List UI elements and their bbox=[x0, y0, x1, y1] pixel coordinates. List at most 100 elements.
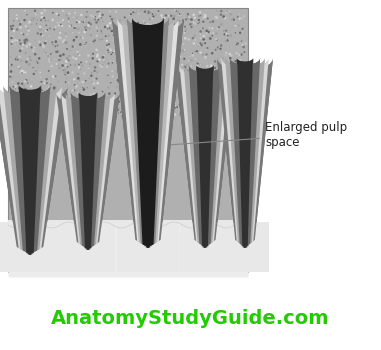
Point bbox=[142, 48, 149, 53]
Point bbox=[14, 105, 20, 110]
Point bbox=[113, 77, 119, 83]
Point bbox=[74, 98, 80, 104]
Point bbox=[19, 88, 25, 93]
Point bbox=[133, 39, 139, 44]
Point bbox=[42, 8, 48, 13]
Point bbox=[137, 73, 143, 79]
Point bbox=[24, 37, 30, 43]
Point bbox=[150, 97, 156, 102]
Point bbox=[232, 64, 239, 70]
Point bbox=[90, 56, 96, 61]
Point bbox=[11, 111, 17, 117]
Point bbox=[42, 40, 48, 46]
Point bbox=[43, 38, 49, 44]
Point bbox=[73, 83, 79, 89]
Point bbox=[188, 57, 194, 63]
Point bbox=[157, 43, 163, 48]
Point bbox=[192, 33, 198, 38]
Point bbox=[97, 71, 103, 77]
Point bbox=[131, 21, 137, 26]
Point bbox=[109, 28, 115, 34]
Point bbox=[228, 17, 234, 22]
Point bbox=[178, 111, 184, 116]
Point bbox=[200, 11, 206, 16]
Point bbox=[142, 48, 148, 53]
Polygon shape bbox=[127, 18, 169, 248]
Point bbox=[171, 22, 177, 28]
Point bbox=[208, 63, 214, 69]
Point bbox=[71, 37, 77, 43]
Point bbox=[23, 36, 29, 42]
Point bbox=[131, 56, 137, 62]
Point bbox=[207, 114, 213, 120]
Point bbox=[204, 71, 210, 77]
Point bbox=[108, 47, 114, 53]
Point bbox=[140, 92, 146, 98]
Point bbox=[114, 104, 120, 109]
Polygon shape bbox=[175, 65, 235, 248]
Point bbox=[115, 49, 121, 55]
Point bbox=[118, 109, 124, 115]
Point bbox=[36, 56, 42, 61]
Point bbox=[229, 81, 235, 86]
Point bbox=[97, 15, 103, 21]
Point bbox=[189, 24, 195, 30]
Point bbox=[70, 55, 77, 61]
Point bbox=[234, 113, 240, 118]
Polygon shape bbox=[122, 18, 174, 248]
Point bbox=[63, 40, 69, 46]
Point bbox=[104, 107, 110, 113]
Point bbox=[8, 35, 14, 40]
Point bbox=[242, 103, 248, 109]
Point bbox=[47, 26, 53, 31]
Point bbox=[36, 25, 42, 31]
Point bbox=[139, 90, 145, 96]
Point bbox=[22, 79, 28, 84]
Point bbox=[126, 85, 132, 91]
Point bbox=[14, 54, 20, 60]
Point bbox=[40, 42, 46, 48]
Point bbox=[80, 79, 86, 85]
Point bbox=[205, 72, 211, 78]
Point bbox=[79, 34, 85, 40]
Point bbox=[220, 56, 226, 61]
Point bbox=[126, 106, 133, 112]
Polygon shape bbox=[10, 85, 51, 255]
Point bbox=[194, 96, 200, 101]
Point bbox=[82, 25, 88, 30]
Point bbox=[213, 14, 219, 20]
Point bbox=[106, 101, 112, 107]
Point bbox=[60, 51, 66, 57]
Point bbox=[216, 45, 222, 50]
Point bbox=[22, 70, 29, 75]
Point bbox=[17, 48, 23, 54]
Point bbox=[80, 35, 86, 41]
Point bbox=[169, 78, 175, 84]
Point bbox=[216, 25, 223, 30]
Point bbox=[159, 70, 165, 76]
Point bbox=[40, 44, 46, 49]
Point bbox=[29, 15, 35, 21]
Point bbox=[10, 38, 16, 44]
Point bbox=[55, 108, 61, 113]
Point bbox=[62, 79, 69, 85]
Point bbox=[9, 26, 15, 32]
Polygon shape bbox=[0, 85, 62, 255]
Point bbox=[227, 51, 233, 57]
Point bbox=[180, 49, 186, 54]
Point bbox=[166, 36, 172, 42]
Point bbox=[71, 76, 77, 82]
Point bbox=[204, 28, 210, 34]
Point bbox=[188, 63, 194, 69]
Point bbox=[136, 28, 142, 33]
Point bbox=[182, 24, 188, 29]
Point bbox=[128, 12, 134, 17]
Point bbox=[50, 42, 56, 47]
Point bbox=[88, 32, 94, 38]
Point bbox=[18, 58, 24, 64]
Point bbox=[153, 88, 159, 94]
Point bbox=[45, 87, 51, 92]
Point bbox=[117, 18, 123, 23]
Point bbox=[123, 100, 129, 106]
Point bbox=[106, 96, 112, 102]
